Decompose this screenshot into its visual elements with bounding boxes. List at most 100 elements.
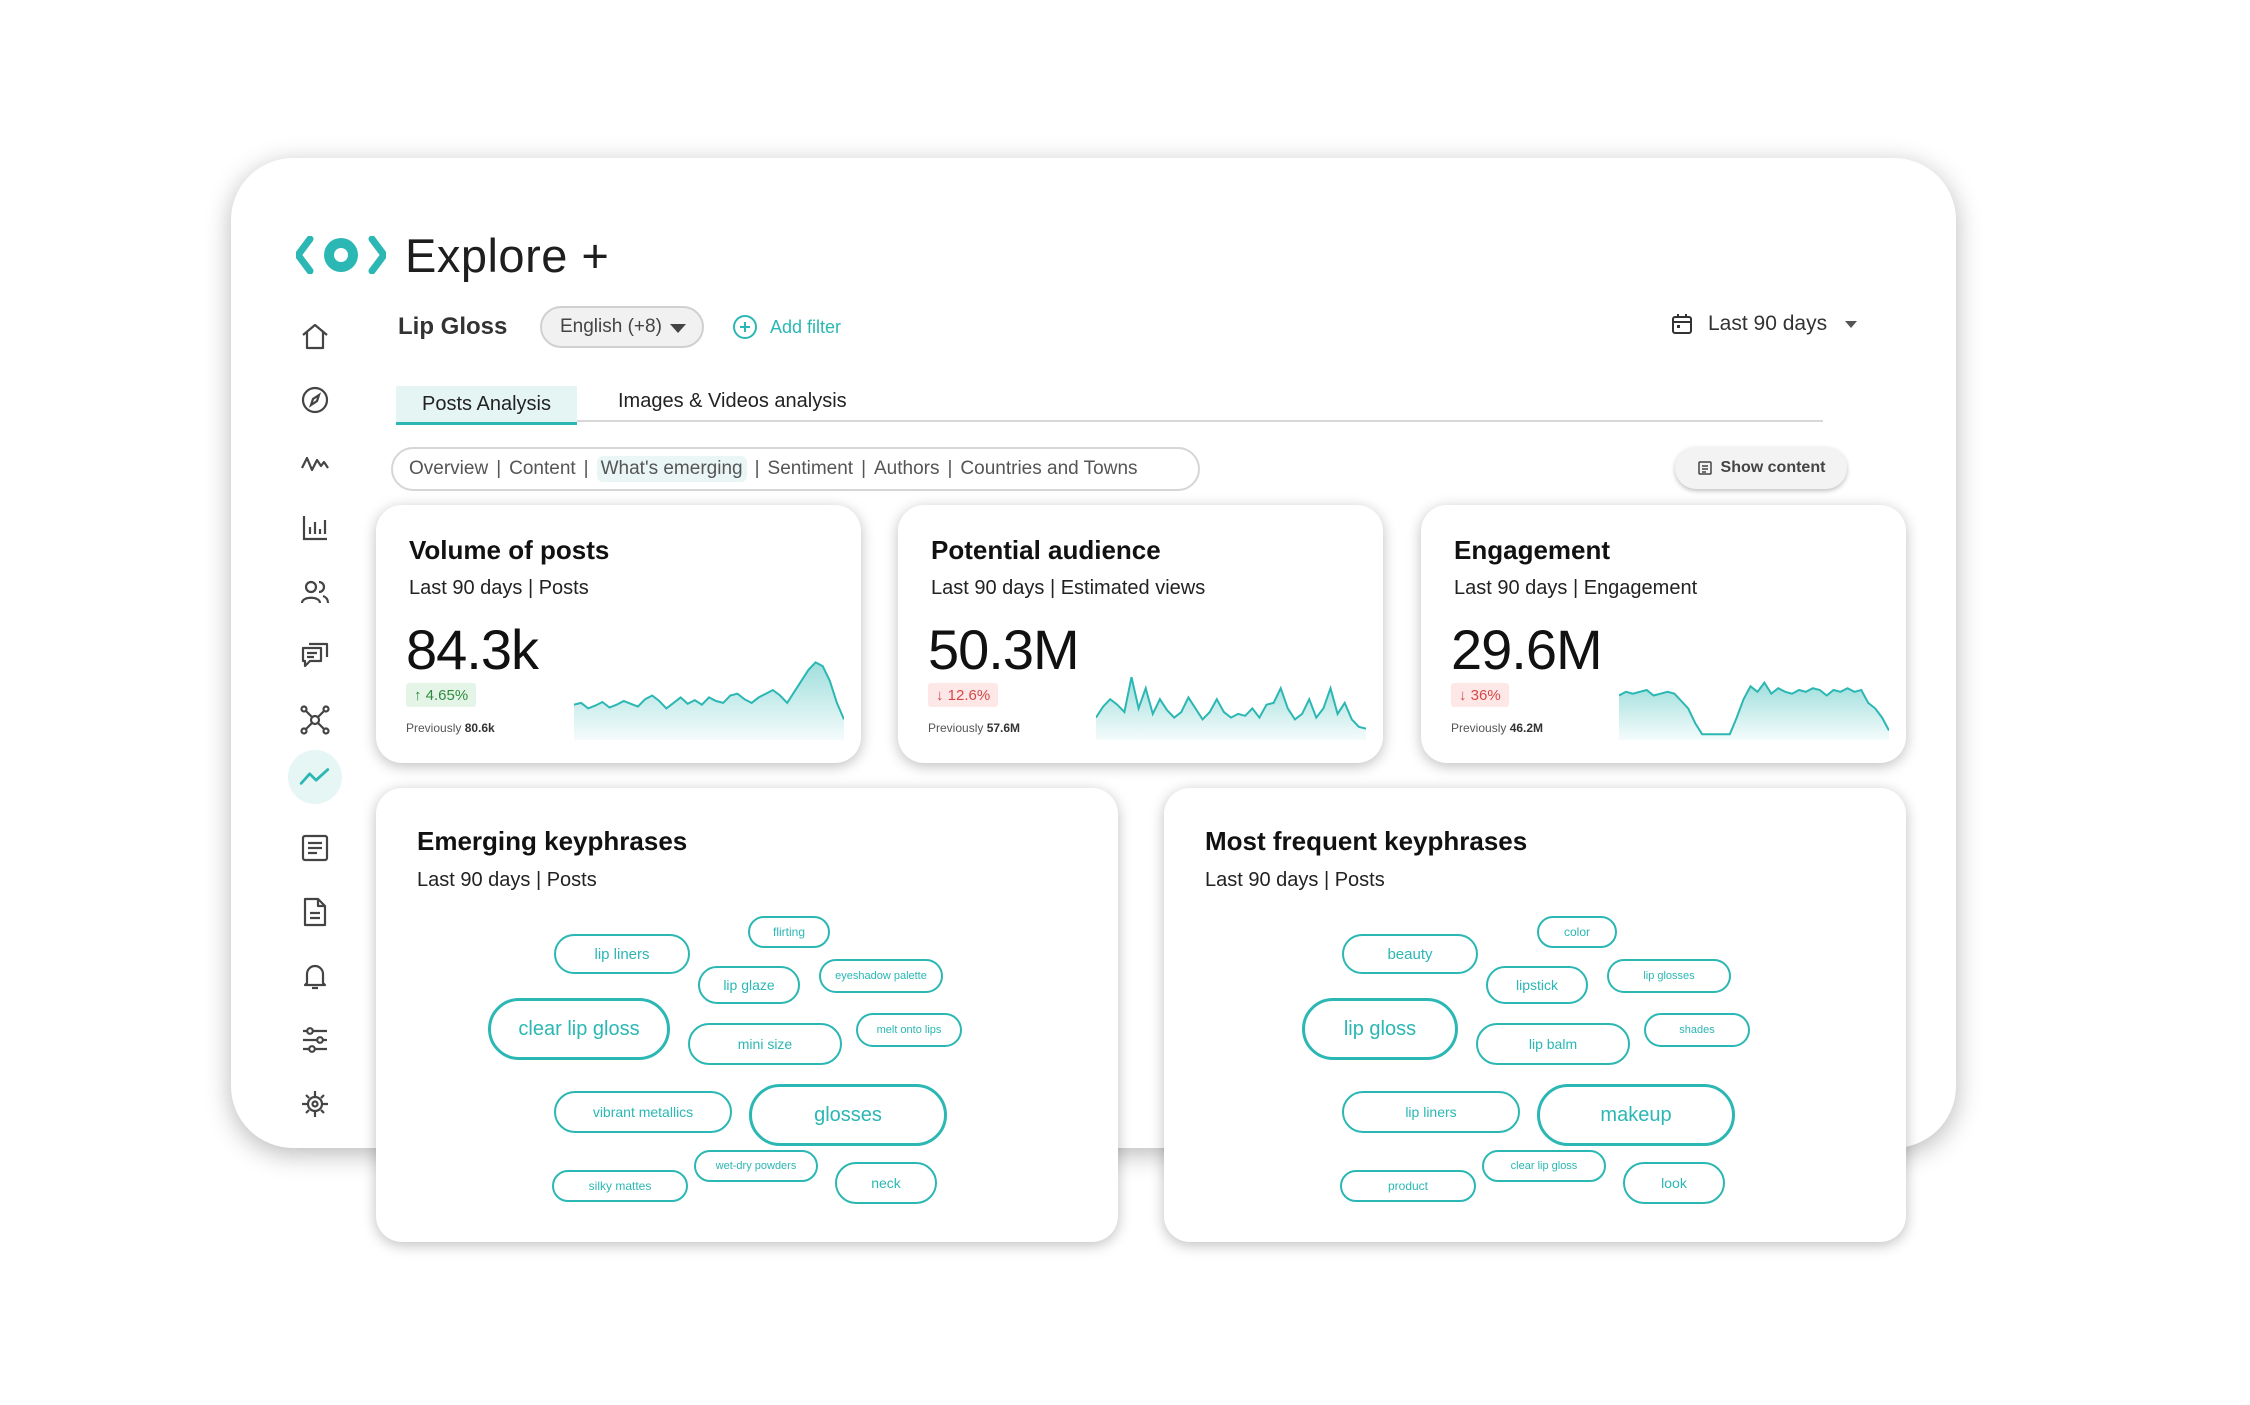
- nav-reports[interactable]: [292, 825, 338, 871]
- change-badge: ↓ 12.6%: [928, 683, 999, 707]
- metric-value: 84.3k: [406, 618, 539, 681]
- nav-audience[interactable]: [292, 569, 338, 615]
- keyphrase-chip[interactable]: mini size: [688, 1023, 842, 1065]
- users-icon: [300, 580, 330, 604]
- language-dropdown[interactable]: English (+8): [540, 306, 704, 348]
- keyphrase-chip[interactable]: shades: [1644, 1013, 1750, 1047]
- keyphrase-chip[interactable]: clear lip gloss: [1482, 1150, 1606, 1182]
- metric-title: Potential audience: [931, 535, 1161, 565]
- date-range-value: Last 90 days: [1708, 312, 1828, 335]
- subnav-separator: |: [583, 458, 589, 479]
- metric-card-audience: Potential audience Last 90 days | Estima…: [898, 505, 1383, 763]
- sparkline-line: [1096, 676, 1366, 730]
- conversation-icon: [301, 642, 329, 668]
- keyphrase-chip[interactable]: silky mattes: [552, 1170, 688, 1202]
- keyphrase-chip[interactable]: neck: [835, 1162, 937, 1204]
- keyphrase-chip[interactable]: color: [1537, 916, 1617, 948]
- sparkline-line: [574, 661, 844, 720]
- keyphrase-chip[interactable]: beauty: [1342, 934, 1478, 974]
- add-circle-icon: [733, 315, 757, 339]
- keyphrase-chip[interactable]: melt onto lips: [856, 1013, 962, 1047]
- topic-title: Lip Gloss: [398, 313, 508, 340]
- keyphrase-chip[interactable]: lipstick: [1486, 966, 1588, 1004]
- tab-posts-analysis[interactable]: Posts Analysis: [396, 386, 577, 425]
- show-content-button[interactable]: Show content: [1675, 447, 1847, 489]
- settings-icon: [302, 1091, 328, 1117]
- card-subtitle: Last 90 days | Posts: [417, 869, 597, 891]
- nav-home[interactable]: [292, 313, 338, 359]
- sparkline-chart: [1096, 676, 1366, 740]
- nav-emerging[interactable]: [288, 750, 342, 804]
- change-badge: ↓ 36%: [1451, 683, 1509, 707]
- keyphrase-chip[interactable]: flirting: [748, 916, 830, 948]
- bar-chart-icon: [302, 516, 327, 541]
- sparkline-area: [574, 662, 844, 740]
- metric-card-volume: Volume of posts Last 90 days | Posts 84.…: [376, 505, 861, 763]
- emerging-keyphrases-card: Emerging keyphrases Last 90 days | Posts…: [376, 788, 1118, 1242]
- subnav-whats-emerging[interactable]: What's emerging: [596, 456, 747, 482]
- keyphrase-chip[interactable]: lip glaze: [698, 966, 800, 1004]
- add-filter-label: Add filter: [770, 316, 842, 337]
- change-badge: ↑ 4.65%: [406, 683, 477, 707]
- previous-value: Previously 80.6k: [406, 721, 495, 735]
- metric-card-engagement: Engagement Last 90 days | Engagement 29.…: [1421, 505, 1906, 763]
- keyphrase-chip[interactable]: makeup: [1537, 1084, 1735, 1146]
- keyphrase-chip[interactable]: lip glosses: [1607, 959, 1731, 993]
- show-content-label: Show content: [1720, 459, 1826, 476]
- nav-trends[interactable]: [292, 441, 338, 487]
- logo: [296, 236, 386, 274]
- tab-images-videos-analysis[interactable]: Images & Videos analysis: [618, 390, 847, 412]
- keyphrase-chip[interactable]: lip liners: [554, 934, 690, 974]
- arrow-up-icon: ↑: [414, 686, 426, 704]
- keyphrase-chip[interactable]: lip gloss: [1302, 998, 1458, 1060]
- metric-value: 50.3M: [928, 618, 1080, 681]
- date-range-picker[interactable]: Last 90 days: [1670, 312, 1858, 336]
- previous-value: Previously 46.2M: [1451, 721, 1544, 735]
- nav-network[interactable]: [292, 697, 338, 743]
- subnav-authors[interactable]: Authors: [874, 458, 940, 479]
- trending-line-icon: [299, 768, 330, 785]
- nav-alerts[interactable]: [292, 953, 338, 999]
- subnav-countries-towns[interactable]: Countries and Towns: [960, 458, 1138, 479]
- sliders-icon: [303, 1027, 327, 1053]
- keyphrase-chip[interactable]: lip balm: [1476, 1023, 1630, 1065]
- sparkline-area: [1096, 677, 1366, 740]
- nav-settings[interactable]: [292, 1081, 338, 1127]
- bell-icon: [303, 964, 327, 990]
- nav-explore[interactable]: [292, 377, 338, 423]
- metric-title: Engagement: [1454, 535, 1611, 565]
- app-title: Explore +: [405, 229, 610, 282]
- content-list-icon: [1697, 461, 1712, 475]
- subnav-overview[interactable]: Overview: [409, 458, 489, 479]
- keyphrase-chip[interactable]: wet-dry powders: [694, 1150, 818, 1182]
- nav-filters[interactable]: [292, 1017, 338, 1063]
- nav-documents[interactable]: [292, 889, 338, 935]
- caret-down-icon: [1845, 320, 1858, 328]
- change-value: 4.65%: [425, 686, 469, 704]
- caret-down-icon: [670, 324, 686, 333]
- keyphrase-chip[interactable]: look: [1623, 1162, 1725, 1204]
- keyphrase-chip[interactable]: vibrant metallics: [554, 1091, 732, 1133]
- nav-conversations[interactable]: [292, 633, 338, 679]
- document-icon: [303, 897, 327, 927]
- most-frequent-keyphrases-card: Most frequent keyphrases Last 90 days | …: [1164, 788, 1906, 1242]
- tabs-divider: [398, 420, 1823, 422]
- card-title: Emerging keyphrases: [417, 826, 688, 856]
- add-filter-button[interactable]: Add filter: [732, 314, 841, 340]
- keyphrase-chip[interactable]: product: [1340, 1170, 1476, 1202]
- arrow-down-icon: ↓: [1459, 686, 1471, 704]
- sparkline-chart: [574, 661, 844, 740]
- subnav-content[interactable]: Content: [509, 458, 576, 479]
- keyphrase-chip[interactable]: lip liners: [1342, 1091, 1520, 1133]
- keyphrase-chip[interactable]: glosses: [749, 1084, 947, 1146]
- sparkline-chart: [1619, 680, 1889, 740]
- compass-icon: [301, 386, 329, 414]
- network-icon: [300, 705, 330, 735]
- subnav-sentiment[interactable]: Sentiment: [767, 458, 854, 479]
- trend-wave-icon: [301, 456, 329, 472]
- keyphrase-chip[interactable]: eyeshadow palette: [819, 959, 943, 993]
- metric-subtitle: Last 90 days | Estimated views: [931, 577, 1206, 599]
- keyphrase-chip[interactable]: clear lip gloss: [488, 998, 670, 1060]
- nav-analytics[interactable]: [292, 505, 338, 551]
- card-title: Most frequent keyphrases: [1205, 826, 1528, 856]
